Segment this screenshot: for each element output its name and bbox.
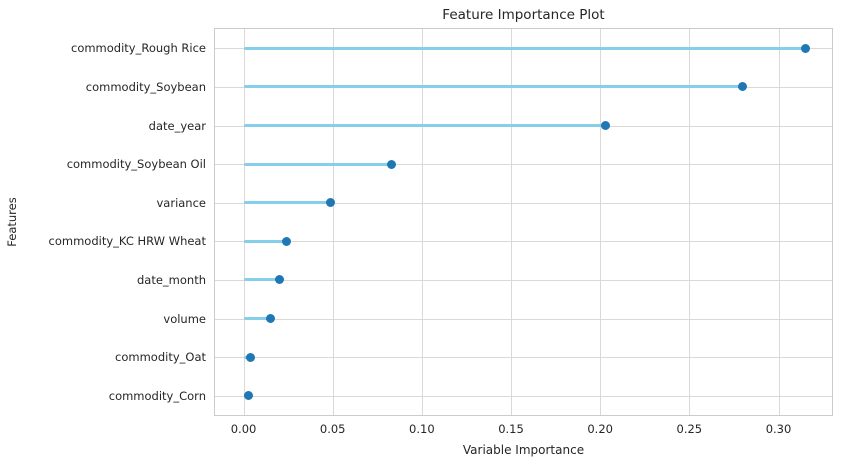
y-tick-label: commodity_Soybean Oil [66, 157, 206, 172]
gridline-y [215, 164, 832, 166]
y-tick-label: commodity_KC HRW Wheat [48, 234, 206, 249]
y-tick-label: volume [163, 311, 206, 326]
stem [243, 85, 743, 89]
data-point [387, 159, 397, 169]
gridline-x-0.10 [421, 29, 423, 415]
gridline-y [215, 202, 832, 204]
y-tick-label: date_month [136, 272, 206, 287]
data-point [265, 314, 275, 323]
y-tick-label: commodity_Rough Rice [71, 41, 206, 56]
x-tick-label: 0.05 [319, 422, 346, 436]
x-tick-label: 0.30 [765, 422, 792, 436]
y-tick-label: commodity_Oat [115, 350, 206, 365]
data-point [244, 391, 254, 401]
x-tick-label: 0.25 [676, 422, 703, 436]
gridline-x-0.30 [778, 29, 780, 415]
data-point [601, 121, 611, 130]
x-tick-label: 0.10 [409, 422, 435, 436]
stem [243, 201, 331, 205]
y-tick-label: commodity_Corn [108, 388, 206, 403]
stem [243, 317, 271, 320]
y-tick-label: date_year [148, 118, 206, 133]
gridline-y [215, 241, 832, 243]
stem [243, 162, 392, 166]
x-axis-title: Variable Importance [462, 443, 585, 457]
x-tick-label: 0.15 [498, 422, 524, 436]
data-point [281, 236, 291, 246]
gridline-y [215, 318, 832, 320]
gridline-x-0.15 [511, 29, 513, 415]
data-point [326, 198, 336, 208]
gridline-y [215, 395, 832, 397]
gridline-x-0.25 [689, 29, 691, 415]
gridline-x-0.20 [600, 29, 602, 415]
x-tick-label: 0.20 [587, 422, 613, 436]
stem [243, 239, 287, 243]
gridline-y [215, 279, 832, 281]
data-point [800, 43, 810, 53]
gridline-x-0.00 [243, 29, 245, 415]
gridline-y [215, 357, 832, 359]
stem [243, 278, 280, 282]
x-tick-label: 0.00 [230, 422, 257, 436]
y-tick-label: variance [156, 195, 206, 210]
chart-title: Feature Importance Plot [442, 7, 605, 23]
plot-area [214, 28, 833, 416]
stem [243, 124, 606, 127]
data-point [738, 82, 748, 92]
stem [243, 46, 806, 50]
gridline-x-0.05 [332, 29, 334, 415]
y-tick-label: commodity_Soybean [85, 79, 206, 94]
data-point [246, 352, 256, 362]
data-point [274, 275, 284, 285]
